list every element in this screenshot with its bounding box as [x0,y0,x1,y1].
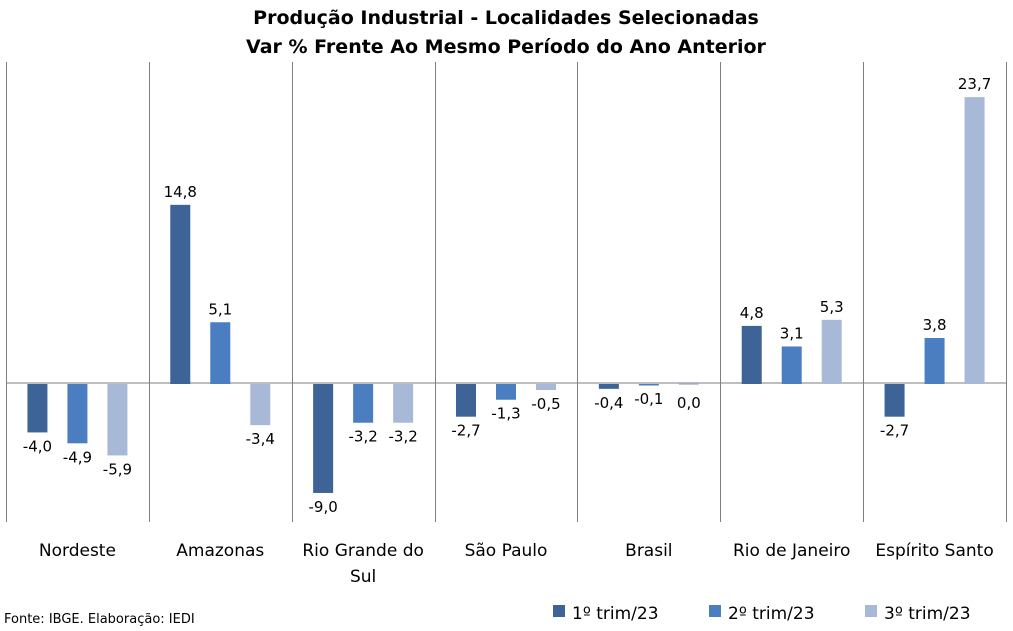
category-separators [6,62,1007,522]
data-label: 14,8 [164,183,197,201]
category-labels: Nordeste Amazonas Rio Grande do Sul São Paul… [39,541,994,587]
data-label: 0,0 [677,394,701,412]
data-label: -3,2 [389,428,418,446]
data-label: -3,4 [246,430,275,448]
bar [741,325,762,384]
bar [638,384,659,386]
data-label: -4,0 [23,437,52,455]
bar [964,97,985,385]
data-label: -0,4 [594,394,623,412]
category-label: Rio Grande do [302,541,424,561]
chart-subtitle: Var % Frente Ao Mesmo Período do Ano Ant… [246,36,767,58]
bar [781,346,802,384]
data-label: 3,1 [780,324,804,342]
data-labels: -4,0-4,9-5,914,85,1-3,4-9,0-3,2 -3,2 -2,7-… [23,75,991,516]
category-label: Brasil [625,541,672,561]
legend-swatch [553,605,565,617]
category-label: Espírito Santo [875,541,993,561]
data-label: -9,0 [309,498,338,516]
bar [884,384,905,417]
bar [456,384,476,417]
legend-label: 2º trim/23 [728,604,815,624]
legend-label: 1º trim/23 [572,604,659,624]
data-label: -0,1 [634,390,663,408]
data-label: -1,3 [491,405,520,423]
bar [598,384,619,389]
legend: 1º trim/23 2º trim/23 3º trim/23 [553,604,971,624]
data-label: 3,8 [923,316,947,334]
bar [924,338,945,384]
category-label: Amazonas [176,541,264,561]
bar [107,384,128,456]
bar [496,384,516,400]
data-label: -3,2 [349,428,378,446]
data-label: 5,3 [820,298,844,316]
bar [313,384,334,493]
source-note: Fonte: IBGE. Elaboração: IEDI [4,612,195,627]
category-label: São Paulo [465,541,548,561]
category-label: Nordeste [39,541,116,561]
bar [210,322,231,384]
legend-swatch [865,605,877,617]
legend-swatch [709,605,721,617]
bar [821,319,842,384]
bar [353,384,374,423]
bar [250,384,271,426]
data-label: -2,7 [451,422,480,440]
legend-label: 3º trim/23 [884,604,971,624]
category-label: Rio de Janeiro [733,541,850,561]
bar [67,384,88,444]
data-label: -2,7 [880,422,909,440]
data-label: -0,5 [531,395,560,413]
bar [393,384,414,423]
data-label: 5,1 [208,300,232,318]
bar [170,204,191,384]
chart-title: Produção Industrial - Localidades Seleci… [253,7,759,29]
bar [678,383,699,385]
bar [536,384,556,391]
data-label: -5,9 [103,460,132,478]
bar [27,384,48,433]
data-label: 23,7 [958,75,991,93]
data-label: 4,8 [740,304,764,322]
bars [27,97,985,493]
category-label: Sul [350,567,376,587]
data-label: -4,9 [63,448,92,466]
